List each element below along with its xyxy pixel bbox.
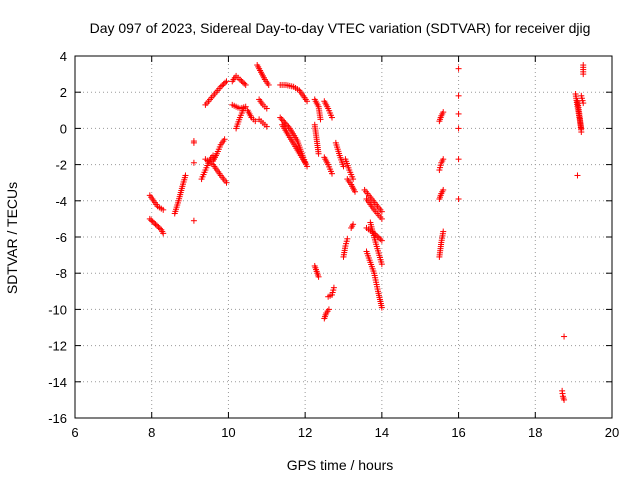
y-tick-label: -6 — [55, 230, 67, 245]
data-point-marker — [241, 80, 248, 87]
data-point-marker — [455, 125, 462, 132]
data-point-marker — [152, 221, 159, 228]
y-tick-label: 0 — [60, 121, 67, 136]
data-point-marker — [578, 129, 585, 136]
data-point-marker — [155, 224, 162, 231]
x-tick-labels: 6 8 10 12 14 16 18 20 — [71, 425, 619, 440]
data-point-marker — [277, 114, 284, 121]
data-point-marker — [190, 159, 197, 166]
data-point-marker — [222, 79, 229, 86]
data-point-marker — [151, 219, 158, 226]
chart-title: Day 097 of 2023, Sidereal Day-to-day VTE… — [90, 20, 591, 36]
data-point-marker — [330, 284, 337, 291]
data-point-marker — [377, 236, 384, 243]
data-point-marker — [328, 170, 335, 177]
data-point-marker — [378, 237, 385, 244]
y-tick-label: -4 — [55, 194, 67, 209]
data-point-marker — [153, 222, 160, 229]
data-point-marker — [325, 306, 332, 313]
data-point-marker — [561, 333, 568, 340]
data-point-marker — [378, 208, 385, 215]
data-point-marker — [219, 82, 226, 89]
data-point-marker — [217, 83, 224, 90]
data-point-marker — [440, 156, 447, 163]
y-tick-label: -16 — [48, 411, 67, 426]
grid-lines — [75, 56, 612, 418]
y-tick-label: 4 — [60, 49, 67, 64]
x-tick-label: 14 — [375, 425, 389, 440]
data-point-marker — [378, 215, 385, 222]
data-point-marker — [455, 92, 462, 99]
data-point-marker — [242, 81, 249, 88]
x-tick-label: 20 — [605, 425, 619, 440]
data-point-marker — [315, 150, 322, 157]
x-tick-label: 10 — [221, 425, 235, 440]
data-point-marker — [223, 179, 230, 186]
data-point-marker — [238, 77, 245, 84]
data-point-marker — [440, 109, 447, 116]
data-point-marker — [236, 76, 243, 83]
y-tick-label: -12 — [48, 339, 67, 354]
x-tick-label: 6 — [71, 425, 78, 440]
data-point-marker — [263, 105, 270, 112]
data-point-marker — [252, 118, 259, 125]
x-tick-label: 12 — [298, 425, 312, 440]
data-point-marker — [315, 273, 322, 280]
x-tick-label: 16 — [451, 425, 465, 440]
data-point-marker — [182, 172, 189, 179]
y-tick-label: -2 — [55, 158, 67, 173]
data-point-marker — [148, 217, 155, 224]
x-axis-title: GPS time / hours — [287, 457, 394, 473]
data-point-marker — [279, 117, 286, 124]
data-point-marker — [278, 116, 285, 123]
data-point-marker — [239, 79, 246, 86]
data-point-marker — [190, 217, 197, 224]
data-point-marker — [574, 172, 581, 179]
data-point-marker — [455, 110, 462, 117]
data-point-marker — [340, 163, 347, 170]
data-points — [146, 62, 587, 403]
y-tick-label: 2 — [60, 85, 67, 100]
data-point-marker — [304, 163, 311, 170]
data-point-marker — [149, 218, 156, 225]
data-point-marker — [156, 225, 163, 232]
data-point-marker — [221, 136, 228, 143]
data-point-marker — [240, 105, 247, 112]
data-point-marker — [302, 159, 309, 166]
data-point-marker — [328, 114, 335, 121]
data-point-marker — [304, 98, 311, 105]
y-tick-labels: -16 -14 -12 -10 -8 -6 -4 -2 0 2 4 — [48, 49, 67, 426]
data-point-marker — [352, 188, 359, 195]
y-tick-label: -14 — [48, 375, 67, 390]
data-point-marker — [160, 206, 167, 213]
data-point-marker — [378, 261, 385, 268]
data-point-marker — [146, 215, 153, 222]
data-point-marker — [190, 139, 197, 146]
data-point-marker — [580, 100, 587, 107]
data-point-marker — [580, 71, 587, 78]
axis-ticks — [74, 55, 613, 419]
data-point-marker — [455, 195, 462, 202]
data-point-marker — [350, 176, 357, 183]
data-point-marker — [440, 186, 447, 193]
data-point-marker — [160, 230, 167, 237]
data-point-marker — [220, 81, 227, 88]
y-tick-label: -8 — [55, 266, 67, 281]
data-point-marker — [350, 221, 357, 228]
data-point-marker — [455, 65, 462, 72]
data-point-marker — [561, 396, 568, 403]
data-point-marker — [265, 81, 272, 88]
x-tick-label: 8 — [148, 425, 155, 440]
data-point-marker — [378, 304, 385, 311]
data-point-marker — [263, 123, 270, 130]
data-point-marker — [223, 78, 230, 85]
data-point-marker — [440, 228, 447, 235]
y-tick-label: -10 — [48, 302, 67, 317]
x-tick-label: 18 — [528, 425, 542, 440]
data-point-marker — [317, 116, 324, 123]
data-point-marker — [344, 235, 351, 242]
data-point-marker — [455, 156, 462, 163]
y-axis-title: SDTVAR / TECUs — [4, 182, 20, 294]
